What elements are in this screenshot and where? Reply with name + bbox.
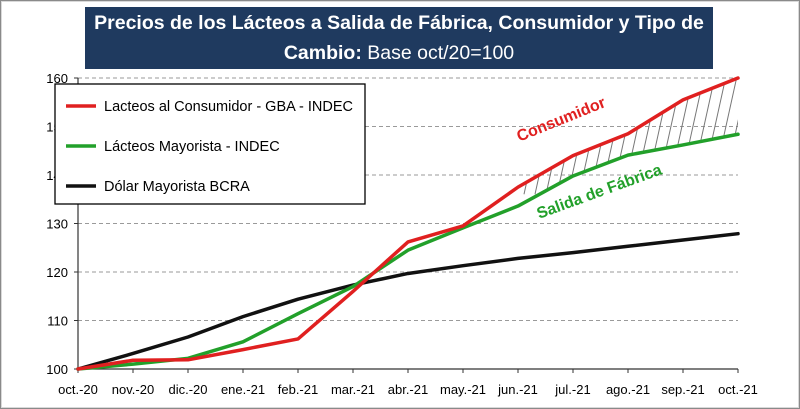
legend: Lacteos al Consumidor - GBA - INDEC Lácte… [54,83,366,205]
series-line-0 [76,76,740,371]
x-tick-label: oct.-20 [58,382,98,397]
y-tick-label: 100 [46,362,68,377]
chart-title: Precios de los Lácteos a Salida de Fábri… [85,7,713,69]
x-tick-label: sep.-21 [661,382,704,397]
x-tick-label: feb.-21 [278,382,318,397]
legend-box [54,83,366,205]
legend-label: Lácteos Mayorista - INDEC [104,139,280,155]
y-tick-label: 160 [46,71,68,86]
series-lines [76,76,740,371]
hatch-line [755,58,785,194]
x-tick-label: jul.-21 [554,382,590,397]
series-line-2 [76,231,740,371]
x-tick-label: oct.-21 [718,382,758,397]
x-tick-label: ago.-21 [606,382,650,397]
x-axis-ticks: oct.-20 nov.-20 dic.-20 ene.-21 feb.-21 mar.-… [58,369,758,397]
y-tick-label: 110 [47,314,68,329]
y-tick-label: 120 [46,265,68,280]
title-line-2-rest: Base oct/20=100 [361,42,515,64]
annotation-label: Consumidor [514,94,608,145]
x-tick-label: may.-21 [440,382,486,397]
x-tick-label: dic.-20 [168,382,207,397]
x-tick-label: nov.-20 [112,382,154,397]
y-tick-label: 130 [46,217,68,232]
legend-label: Dólar Mayorista BCRA [104,179,250,195]
x-tick-label: jun.-21 [497,382,538,397]
annotations: Consumidor Salida de Fábrica [514,94,664,222]
x-tick-label: ene.-21 [221,382,265,397]
x-tick-label: abr.-21 [388,382,428,397]
hatch-line [744,58,774,194]
title-line-2-bold: Cambio: [283,42,362,64]
legend-label: Lacteos al Consumidor - GBA - INDEC [104,99,353,115]
annotation-label: Salida de Fábrica [535,162,665,223]
title-line-1: Precios de los Lácteos a Salida de Fábri… [94,12,704,34]
x-tick-label: mar.-21 [331,382,375,397]
